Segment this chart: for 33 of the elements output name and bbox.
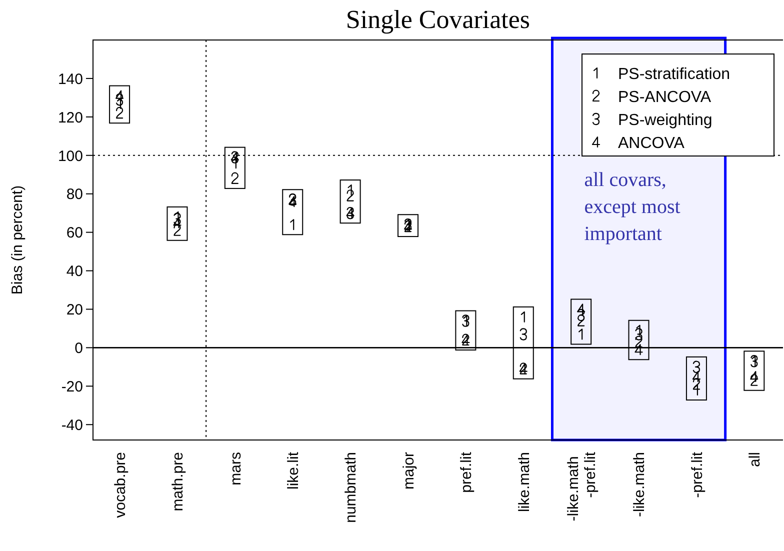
x-tick-label: math.pre bbox=[170, 452, 187, 512]
x-tick-label: -pref.lit bbox=[688, 451, 706, 498]
y-tick-label: 80 bbox=[66, 186, 83, 204]
point bbox=[288, 196, 297, 208]
y-tick-label: 0 bbox=[74, 340, 83, 358]
x-tick-label: vocab.pre bbox=[112, 452, 129, 518]
x-tick-label: all bbox=[746, 452, 764, 468]
x-tick-label: mars bbox=[227, 452, 244, 486]
x-tick-label: -like.math bbox=[631, 452, 648, 518]
point bbox=[115, 90, 124, 102]
x-tick-label: major bbox=[400, 452, 418, 490]
x-tick-label: numbmath bbox=[342, 452, 360, 523]
y-tick-label: 20 bbox=[66, 302, 83, 319]
y-tick-label: -40 bbox=[61, 417, 83, 434]
legend-label: PS-ANCOVA bbox=[618, 88, 712, 106]
legend-label: PS-stratification bbox=[618, 66, 730, 83]
point bbox=[634, 344, 643, 356]
x-tick-label: like.lit bbox=[285, 451, 302, 490]
legend-label: PS-weighting bbox=[618, 112, 712, 129]
chart-title: Single Covariates bbox=[346, 5, 530, 34]
y-tick-label: 100 bbox=[58, 148, 83, 165]
x-tick-label: like.math bbox=[516, 452, 533, 512]
x-tick-label: pref.lit bbox=[458, 451, 476, 493]
band-label: all covars, except most important bbox=[584, 169, 681, 245]
point bbox=[577, 304, 586, 315]
y-tick-label: 40 bbox=[66, 263, 83, 280]
y-tick-label: 60 bbox=[66, 224, 83, 242]
legend-label: ANCOVA bbox=[618, 134, 685, 152]
y-tick-label: -20 bbox=[61, 378, 83, 396]
y-tick-label: 120 bbox=[58, 109, 83, 126]
y-tick-label: 140 bbox=[58, 70, 83, 88]
x-tick-label: -like.math -pref.lit bbox=[564, 451, 599, 522]
y-axis-title: Bias (in percent) bbox=[9, 185, 26, 295]
